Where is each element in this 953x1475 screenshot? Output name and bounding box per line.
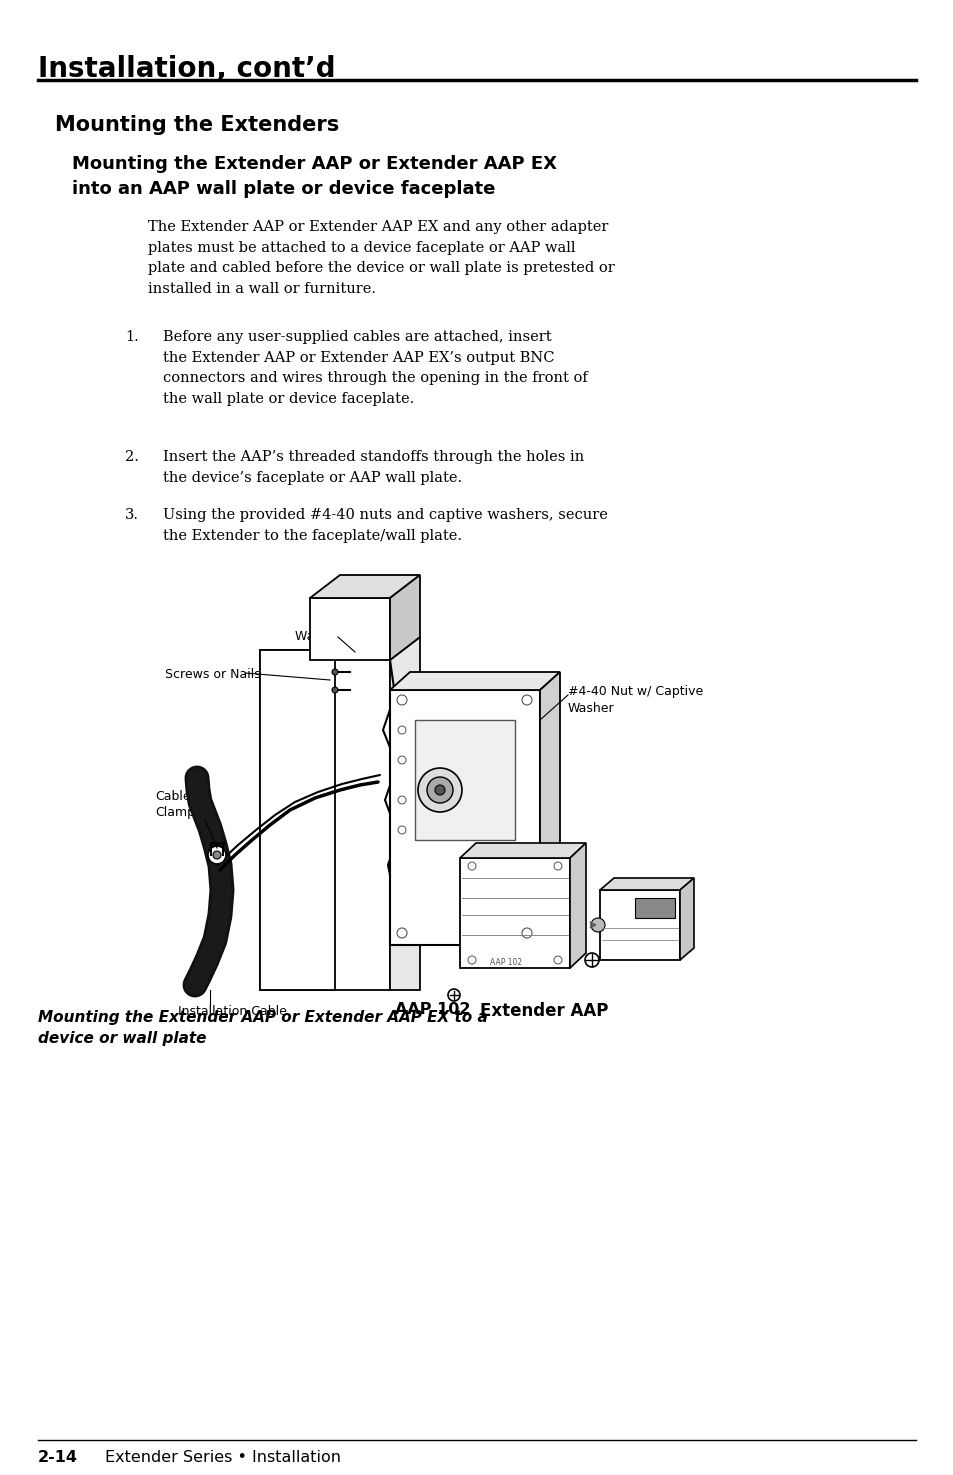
Text: Installation, cont’d: Installation, cont’d bbox=[38, 55, 335, 83]
Polygon shape bbox=[310, 597, 390, 659]
Circle shape bbox=[584, 953, 598, 968]
Polygon shape bbox=[260, 650, 335, 990]
Polygon shape bbox=[390, 575, 419, 659]
Circle shape bbox=[208, 847, 226, 864]
Text: AAP 102: AAP 102 bbox=[395, 1002, 470, 1016]
Polygon shape bbox=[390, 690, 539, 945]
Polygon shape bbox=[459, 844, 585, 858]
Polygon shape bbox=[679, 878, 693, 960]
Text: AAP 102: AAP 102 bbox=[490, 957, 521, 968]
Polygon shape bbox=[569, 844, 585, 968]
Circle shape bbox=[435, 785, 444, 795]
Text: Installation Cable: Installation Cable bbox=[178, 1004, 287, 1018]
Circle shape bbox=[448, 990, 459, 1002]
Circle shape bbox=[397, 796, 406, 804]
Text: Screws or Nails: Screws or Nails bbox=[165, 668, 260, 681]
Text: Extender AAP: Extender AAP bbox=[479, 1002, 608, 1021]
Circle shape bbox=[397, 726, 406, 735]
Circle shape bbox=[332, 687, 337, 693]
Text: Mounting the Extenders: Mounting the Extenders bbox=[55, 115, 339, 136]
Text: Mounting the Extender AAP or Extender AAP EX
into an AAP wall plate or device fa: Mounting the Extender AAP or Extender AA… bbox=[71, 155, 557, 198]
Circle shape bbox=[521, 695, 532, 705]
Text: Mounting the Extender AAP or Extender AAP EX to a
device or wall plate: Mounting the Extender AAP or Extender AA… bbox=[38, 1010, 487, 1046]
Text: 1.: 1. bbox=[125, 330, 138, 344]
Polygon shape bbox=[599, 889, 679, 960]
Circle shape bbox=[417, 768, 461, 813]
Circle shape bbox=[427, 777, 453, 802]
Polygon shape bbox=[310, 575, 419, 597]
Polygon shape bbox=[539, 673, 559, 945]
Polygon shape bbox=[459, 858, 569, 968]
Circle shape bbox=[468, 956, 476, 965]
Circle shape bbox=[468, 861, 476, 870]
Polygon shape bbox=[635, 898, 675, 917]
Polygon shape bbox=[260, 650, 390, 990]
Text: Using the provided #4-40 nuts and captive washers, secure
the Extender to the fa: Using the provided #4-40 nuts and captiv… bbox=[163, 507, 607, 543]
Circle shape bbox=[554, 956, 561, 965]
Circle shape bbox=[396, 695, 407, 705]
Text: Cable
Clamp: Cable Clamp bbox=[154, 791, 194, 819]
Circle shape bbox=[554, 861, 561, 870]
Circle shape bbox=[397, 757, 406, 764]
Text: Wall Stud: Wall Stud bbox=[294, 630, 354, 643]
Circle shape bbox=[521, 928, 532, 938]
Circle shape bbox=[397, 826, 406, 833]
Polygon shape bbox=[390, 637, 419, 990]
Text: #4-40 Nut w/ Captive
Washer: #4-40 Nut w/ Captive Washer bbox=[567, 684, 702, 715]
Text: Extender Series • Installation: Extender Series • Installation bbox=[105, 1450, 340, 1465]
Circle shape bbox=[332, 670, 337, 676]
Text: 3.: 3. bbox=[125, 507, 139, 522]
Polygon shape bbox=[599, 878, 693, 889]
Text: The Extender AAP or Extender AAP EX and any other adapter
plates must be attache: The Extender AAP or Extender AAP EX and … bbox=[148, 220, 614, 296]
Circle shape bbox=[213, 851, 221, 858]
Circle shape bbox=[396, 928, 407, 938]
Polygon shape bbox=[415, 720, 515, 839]
Circle shape bbox=[590, 917, 604, 932]
Polygon shape bbox=[390, 673, 559, 690]
Text: Insert the AAP’s threaded standoffs through the holes in
the device’s faceplate : Insert the AAP’s threaded standoffs thro… bbox=[163, 450, 583, 485]
Text: Before any user-supplied cables are attached, insert
the Extender AAP or Extende: Before any user-supplied cables are atta… bbox=[163, 330, 587, 406]
Text: 2.: 2. bbox=[125, 450, 139, 465]
Text: 2-14: 2-14 bbox=[38, 1450, 78, 1465]
